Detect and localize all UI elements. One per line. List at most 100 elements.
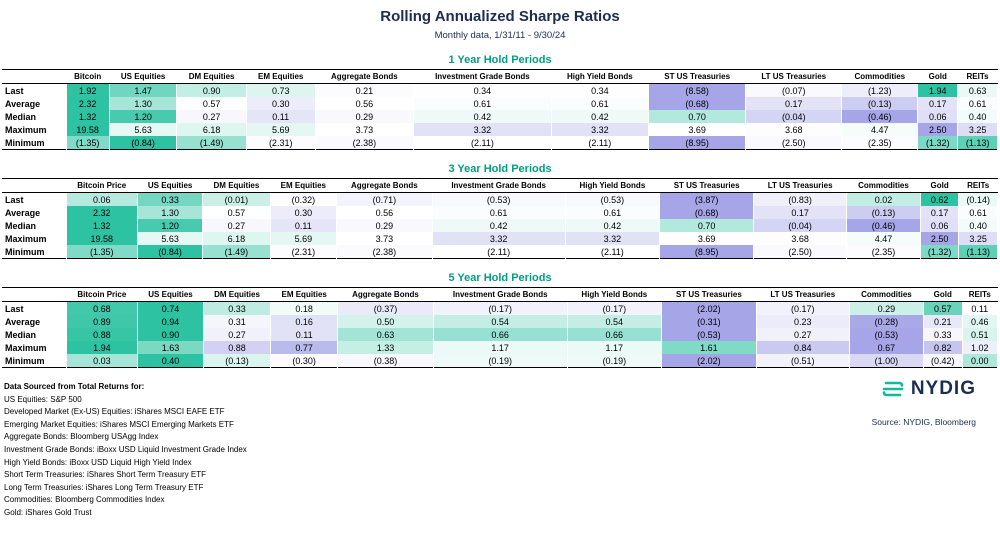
value-cell: 0.54 (566, 315, 663, 328)
column-header: LT US Treasuries (753, 178, 847, 193)
value-cell: (0.37) (337, 301, 434, 315)
value-cell: 0.57 (202, 206, 271, 219)
value-cell: 0.73 (245, 83, 316, 97)
value-cell: 0.89 (65, 315, 139, 328)
value-cell: 0.88 (65, 328, 139, 341)
row-label: Last (2, 192, 66, 206)
row-label: Maximum (2, 232, 66, 245)
table-row: Average 2.32 1.30 0.57 0.30 0.56 0.61 0.61 (0.68… (2, 97, 998, 110)
value-cell: 0.66 (566, 328, 663, 341)
column-header: EM Equities (270, 178, 337, 193)
value-cell: 0.33 (202, 301, 272, 315)
value-cell: 0.31 (202, 315, 272, 328)
value-cell: 0.27 (176, 110, 247, 123)
column-header: Commodities (849, 287, 924, 302)
footnote-line: Aggregate Bonds: Bloomberg USAgg Index (4, 432, 159, 442)
footer: Data Sourced from Total Returns for: US E… (0, 378, 1000, 520)
value-cell: 0.84 (755, 341, 850, 354)
row-label: Median (2, 328, 66, 341)
brand-block: NYDIG Source: NYDIG, Bloomberg (872, 377, 986, 427)
value-cell: 0.42 (431, 219, 566, 232)
section-title: 1 Year Hold Periods (448, 54, 552, 66)
footnote-line: Long Term Treasuries: iShares Long Term … (4, 482, 204, 492)
column-header: Commodities (841, 69, 918, 84)
table-row: Maximum 1.94 1.63 0.88 0.77 1.33 1.17 1.17 1.61 0… (2, 341, 999, 354)
value-cell: 3.69 (658, 232, 755, 245)
value-cell: 2.50 (917, 123, 959, 136)
footnote-line: Developed Market (Ex-US) Equities: iShar… (4, 407, 225, 417)
nydig-logo-icon (882, 381, 904, 397)
value-cell: 0.70 (658, 219, 755, 232)
footnote-line: Investment Grade Bonds: iBoxx USD Liquid… (4, 444, 247, 454)
value-cell: 3.68 (753, 232, 848, 245)
column-header: US Equities (137, 287, 204, 302)
nydig-wordmark: NYDIG (910, 378, 976, 399)
value-cell: (0.17) (755, 301, 850, 315)
value-cell: (2.38) (336, 245, 433, 259)
sharpe-ratio-table: Bitcoin Price US Equities DM Equities EM Eq… (2, 287, 999, 368)
value-cell: 2.32 (65, 206, 138, 219)
row-label: Last (2, 83, 66, 97)
value-cell: (2.35) (846, 245, 921, 259)
report-page: Rolling Annualized Sharpe Ratios Monthly… (0, 8, 1000, 520)
value-cell: (0.13) (841, 97, 919, 110)
value-cell: 0.27 (202, 328, 272, 341)
value-cell: (0.32) (269, 192, 338, 206)
column-header: Bitcoin (66, 69, 110, 84)
value-cell: 5.69 (245, 123, 316, 136)
value-cell: (0.13) (846, 206, 921, 219)
value-cell: 5.69 (269, 232, 338, 245)
value-cell: 0.51 (961, 328, 999, 341)
row-label: Maximum (2, 123, 66, 136)
source-notes: Data Sourced from Total Returns for: US E… (4, 381, 247, 520)
footnote-line: Short Term Treasuries: iShares Short Ter… (4, 470, 206, 480)
value-cell: 2.50 (919, 232, 960, 245)
value-cell: 1.47 (108, 83, 178, 97)
value-cell: 5.63 (108, 123, 178, 136)
value-cell: 0.50 (337, 315, 434, 328)
value-cell: (0.04) (745, 110, 843, 123)
value-cell: 1.94 (917, 83, 959, 97)
value-cell: 6.18 (202, 232, 271, 245)
value-cell: 0.02 (846, 192, 921, 206)
value-cell: 0.06 (65, 192, 138, 206)
value-cell: 0.42 (550, 110, 649, 123)
value-cell: 1.32 (65, 219, 138, 232)
value-cell: 0.66 (432, 328, 568, 341)
value-cell: 0.23 (755, 315, 850, 328)
value-cell: (0.38) (337, 354, 434, 368)
value-cell: 3.68 (745, 123, 843, 136)
value-cell: 0.03 (65, 354, 139, 368)
column-header: High Yield Bonds (567, 287, 662, 302)
value-cell: 3.32 (413, 123, 552, 136)
value-cell: 6.18 (176, 123, 247, 136)
value-cell: (1.35) (65, 136, 110, 150)
value-cell: (0.68) (647, 97, 747, 110)
value-cell: 4.47 (846, 232, 921, 245)
value-cell: 0.33 (922, 328, 963, 341)
value-cell: (1.13) (957, 136, 998, 150)
row-label: Minimum (2, 354, 66, 368)
footnote-line: High Yield Bonds: iBoxx USD Liquid High … (4, 457, 192, 467)
value-cell: 0.46 (961, 315, 999, 328)
value-cell: (0.19) (432, 354, 568, 368)
value-cell: 0.30 (269, 206, 338, 219)
value-cell: 0.11 (270, 328, 339, 341)
value-cell: 0.70 (647, 110, 747, 123)
value-cell: (1.00) (848, 354, 924, 368)
value-cell: (2.50) (753, 245, 848, 259)
value-cell: (2.11) (550, 136, 649, 150)
value-cell: 0.63 (337, 328, 434, 341)
row-label: Average (2, 97, 66, 110)
value-cell: (0.14) (958, 192, 998, 206)
value-cell: 0.11 (245, 110, 316, 123)
value-cell: 0.90 (137, 328, 204, 341)
value-cell: (0.68) (658, 206, 755, 219)
column-header: DM Equities (176, 69, 247, 84)
table-row: Median 0.88 0.90 0.27 0.11 0.63 0.66 0.66 (0.53)… (2, 328, 999, 341)
page-subtitle: Monthly data, 1/31/11 - 9/30/24 (434, 30, 566, 41)
value-cell: 0.27 (202, 219, 271, 232)
column-header: REITs (958, 178, 998, 193)
column-header: REITs (957, 69, 998, 84)
row-label: Last (2, 301, 66, 315)
